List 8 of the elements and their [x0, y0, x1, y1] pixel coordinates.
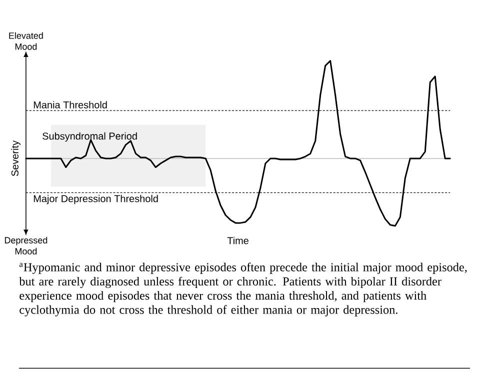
text: Depressed Mood: [4, 236, 48, 254]
ref-line-label: Mania Threshold: [34, 100, 107, 108]
annotation: Subsyndromal Period: [42, 132, 137, 142]
x-axis-title: Time: [227, 236, 248, 244]
text: $^{a}$Hypomanic and minor depressive episodes often precede the initial major mood episode, but are rarely diagnosed unless frequent or chronic. Patients with bipolar II disorder experience mood episodes that never cross the mania threshold, and patients with cyclothymia do not cross the threshold of either mania or major depression.: [19, 262, 467, 316]
y-axis-title: Severity: [11, 140, 20, 176]
text: Elevated Mood: [9, 32, 43, 50]
ref-line-label: Major Depression Threshold: [34, 194, 158, 204]
